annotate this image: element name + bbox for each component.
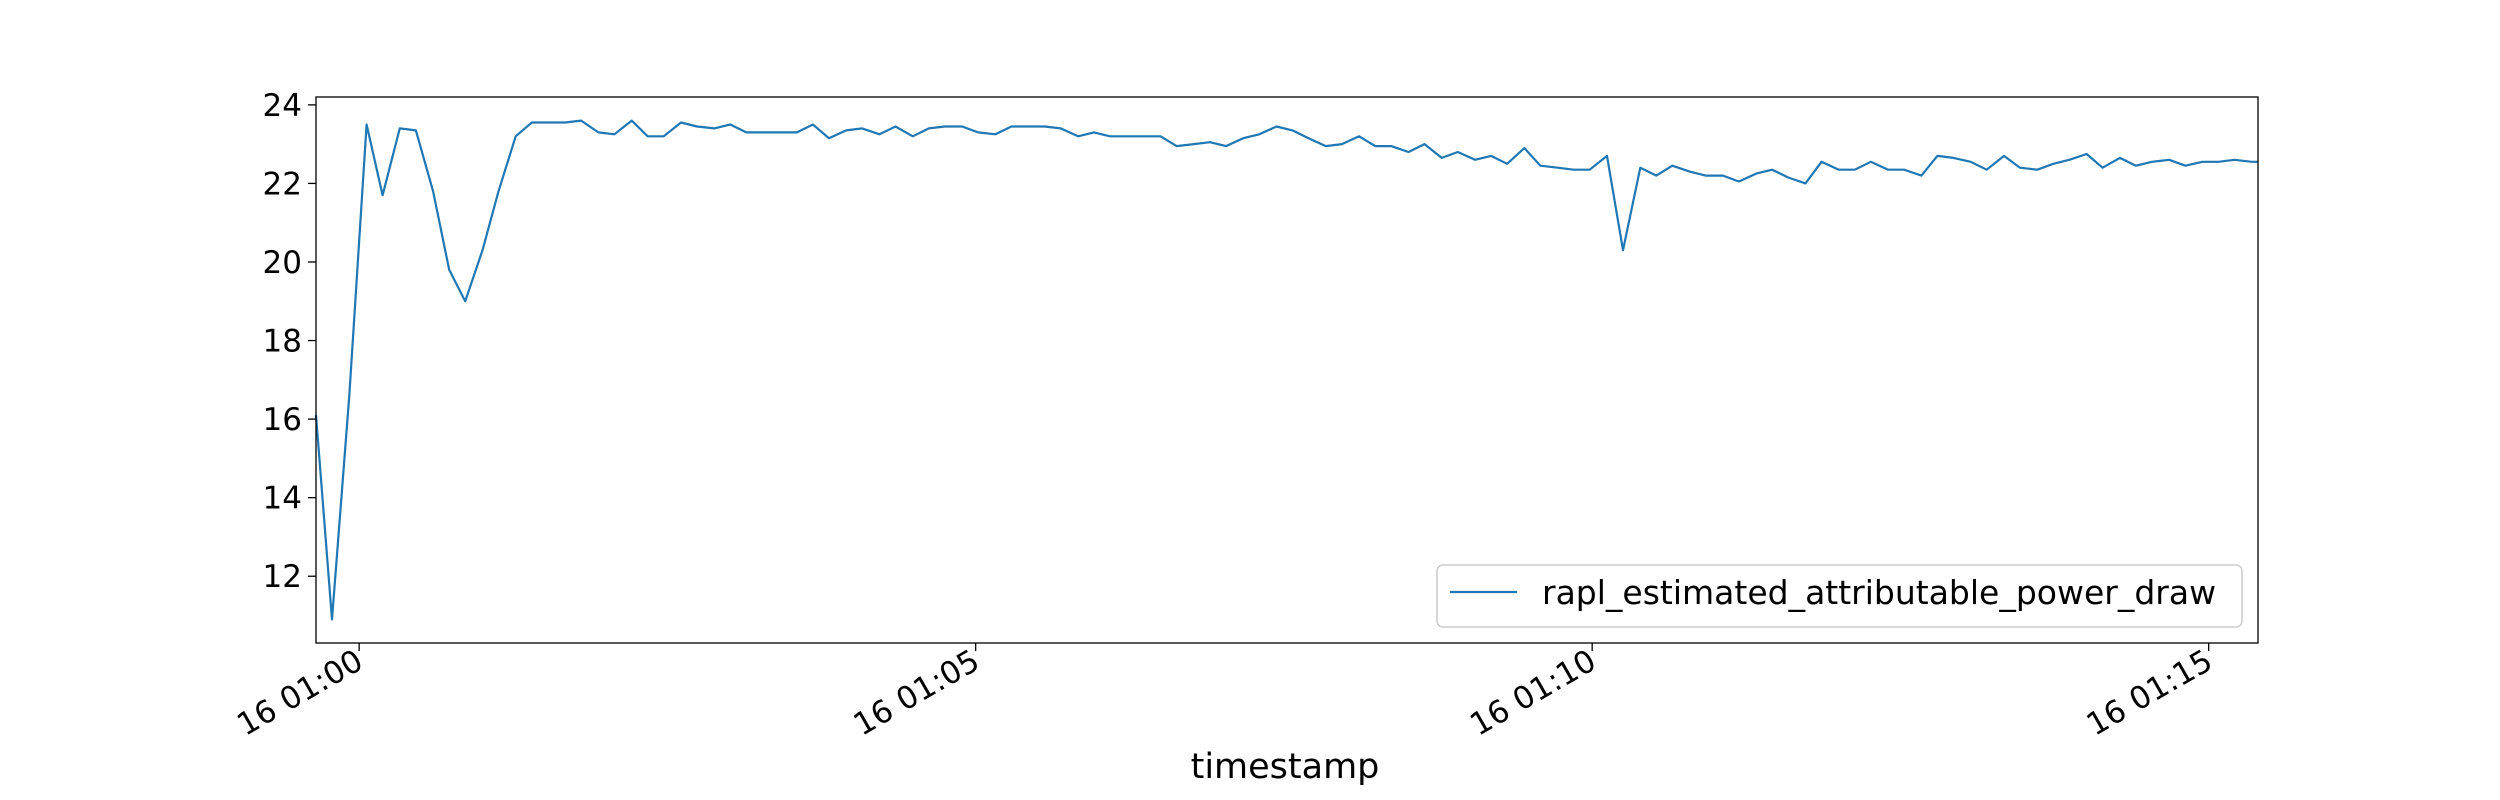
legend: rapl_estimated_attributable_power_draw [1436,564,2243,628]
y-tick-label: 24 [263,88,302,124]
y-tick-label: 16 [263,402,302,438]
y-tick-label: 12 [263,559,302,595]
y-tick-label: 22 [263,166,302,202]
y-tick-label: 14 [263,481,302,517]
series-line-0 [314,119,2258,621]
legend-label: rapl_estimated_attributable_power_draw [1542,573,2216,612]
y-tick-label: 18 [263,324,302,360]
plot-frame [315,96,2259,644]
y-tick-label: 20 [263,245,302,281]
y-axis: 12 14 16 18 20 22 24 [263,88,316,595]
x-axis-title: timestamp [1191,747,1380,787]
legend-box [1436,564,2243,628]
series-layer [314,119,2258,621]
